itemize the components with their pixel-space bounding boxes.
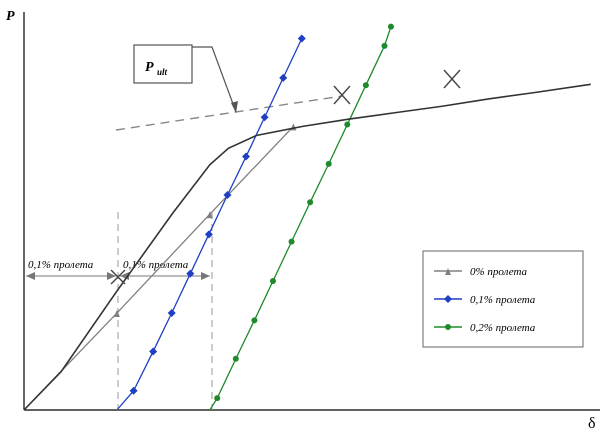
series-2-point bbox=[307, 199, 314, 206]
series-1-point bbox=[204, 230, 213, 239]
offset-label-1: 0,1% пролета bbox=[123, 259, 189, 271]
legend-marker-2 bbox=[445, 324, 451, 330]
offset-dimension-0 bbox=[26, 272, 116, 280]
offset-label-0: 0,1% пролета bbox=[28, 259, 94, 271]
series-2-point bbox=[362, 82, 369, 89]
series-0-line bbox=[23, 125, 294, 411]
series-1-point bbox=[167, 309, 176, 318]
series-1-point bbox=[297, 34, 306, 43]
y-axis-label: P bbox=[6, 9, 15, 24]
series-1-point bbox=[260, 113, 269, 122]
series-1-line bbox=[116, 38, 303, 411]
series-2-point bbox=[269, 277, 276, 284]
series-1-point bbox=[223, 190, 232, 199]
series-2-point bbox=[387, 23, 394, 30]
series-2-point bbox=[288, 238, 295, 245]
legend-label-2: 0,2% пролета bbox=[470, 322, 536, 334]
series-2-line bbox=[209, 26, 392, 411]
legend-marker-1 bbox=[444, 295, 452, 303]
x-axis-label: δ bbox=[588, 415, 596, 432]
legend-marker-0 bbox=[445, 268, 451, 275]
legend-label-1: 0,1% пролета bbox=[470, 294, 536, 306]
series-1-point bbox=[129, 386, 138, 395]
intersection-marks bbox=[110, 69, 461, 285]
series-2-point bbox=[381, 42, 388, 49]
series-1-point bbox=[186, 269, 195, 278]
offset-dimension-1 bbox=[120, 272, 210, 280]
series-0-point bbox=[206, 211, 213, 219]
series-1-point bbox=[279, 73, 288, 82]
series-0-point bbox=[113, 310, 120, 318]
series-2-point bbox=[214, 395, 221, 402]
series-2-point bbox=[325, 160, 332, 167]
series-1-point bbox=[242, 152, 251, 161]
pult-subscript: ult bbox=[157, 67, 168, 77]
load-curve-line bbox=[23, 83, 591, 411]
tangent-dashed-line bbox=[115, 95, 343, 131]
pult-label: P bbox=[145, 60, 154, 75]
pult-callout: P ult bbox=[133, 44, 238, 113]
series-2-point bbox=[251, 317, 258, 324]
legend-label-0: 0% пролета bbox=[470, 266, 528, 278]
series-2-point bbox=[344, 121, 351, 128]
legend: 0% пролета 0,1% пролета 0,2% пролета bbox=[422, 250, 584, 348]
series-1-point bbox=[149, 347, 158, 356]
series-2-point bbox=[232, 355, 239, 362]
